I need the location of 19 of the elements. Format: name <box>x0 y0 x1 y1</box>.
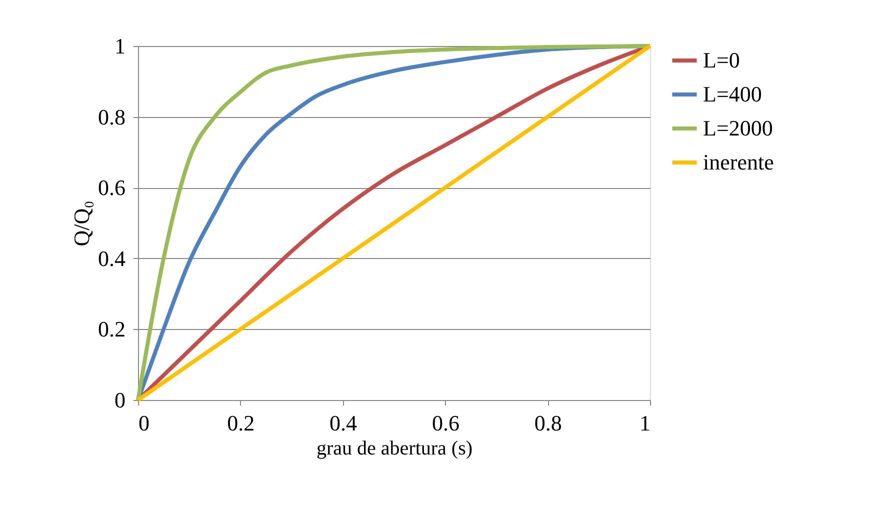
x-tick-label: 1 <box>640 410 650 436</box>
y-tick-label: 1 <box>114 34 126 58</box>
x-tick-label: 0.4 <box>330 410 358 436</box>
legend-label: L=400 <box>703 82 762 106</box>
y-tick-label: 0.6 <box>98 175 126 200</box>
x-tick-label: 0.6 <box>432 410 460 436</box>
legend-label: inerente <box>703 150 774 174</box>
legend-label: L=0 <box>703 48 740 72</box>
y-axis-title: Q/Q₀ <box>69 200 94 246</box>
y-tick-label: 0 <box>114 388 126 412</box>
x-tick-label: 0 <box>138 410 150 436</box>
x-axis-title: grau de abertura (s) <box>316 438 473 460</box>
x-tick-label: 0.8 <box>534 410 562 436</box>
line-series <box>136 44 652 402</box>
x-tick-label: 0.2 <box>227 410 255 436</box>
y-tick-label: 0.4 <box>98 246 126 271</box>
legend-label: L=2000 <box>703 116 773 140</box>
y-tick-label: 0.2 <box>98 316 126 342</box>
y-tick-label: 0.8 <box>98 104 126 130</box>
